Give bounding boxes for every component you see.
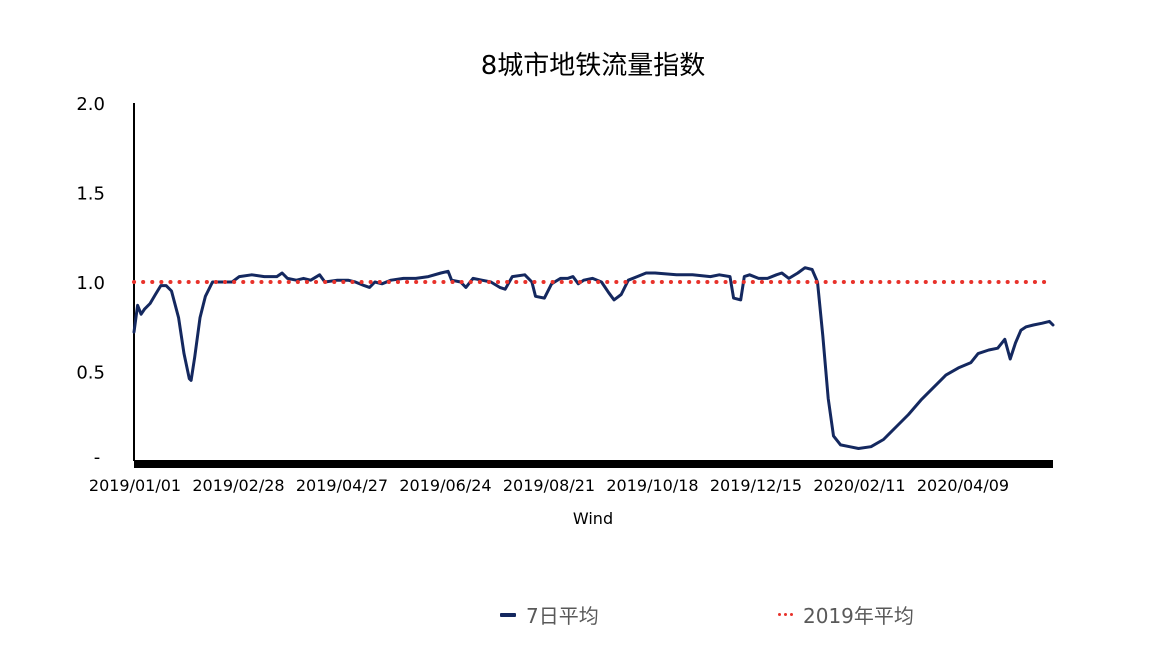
x-tick-label: 2019/12/15 xyxy=(710,476,802,495)
legend-swatch-avg2019 xyxy=(778,613,793,616)
y-tick-label: - xyxy=(94,447,101,468)
legend-item-avg7: 7日平均 xyxy=(500,600,599,629)
x-tick-label: 2020/04/09 xyxy=(917,476,1009,495)
series-line-avg7 xyxy=(132,266,1055,450)
legend-item-avg2019: 2019年平均 xyxy=(778,600,914,629)
legend: 7日平均 2019年平均 xyxy=(0,600,1166,632)
legend-label-avg2019: 2019年平均 xyxy=(803,604,914,628)
y-tick-label: 1.5 xyxy=(76,184,105,205)
x-tick-label: 2019/01/01 xyxy=(89,476,181,495)
x-tick-label: 2019/04/27 xyxy=(296,476,388,495)
legend-label-avg7: 7日平均 xyxy=(526,604,599,628)
x-tick-label: 2020/02/11 xyxy=(813,476,905,495)
x-axis-label: Wind xyxy=(573,509,613,528)
x-tick-label: 2019/06/24 xyxy=(399,476,491,495)
x-tick-label: 2019/08/21 xyxy=(503,476,595,495)
x-axis-line xyxy=(134,460,1053,468)
x-tick-label: 2019/10/18 xyxy=(606,476,698,495)
y-tick-label: 1.0 xyxy=(76,273,105,294)
y-tick-label: 2.0 xyxy=(76,94,105,115)
x-tick-label: 2019/02/28 xyxy=(192,476,284,495)
legend-swatch-avg7 xyxy=(500,612,516,617)
y-tick-label: 0.5 xyxy=(76,363,105,384)
chart-title: 8城市地铁流量指数 xyxy=(481,51,706,81)
